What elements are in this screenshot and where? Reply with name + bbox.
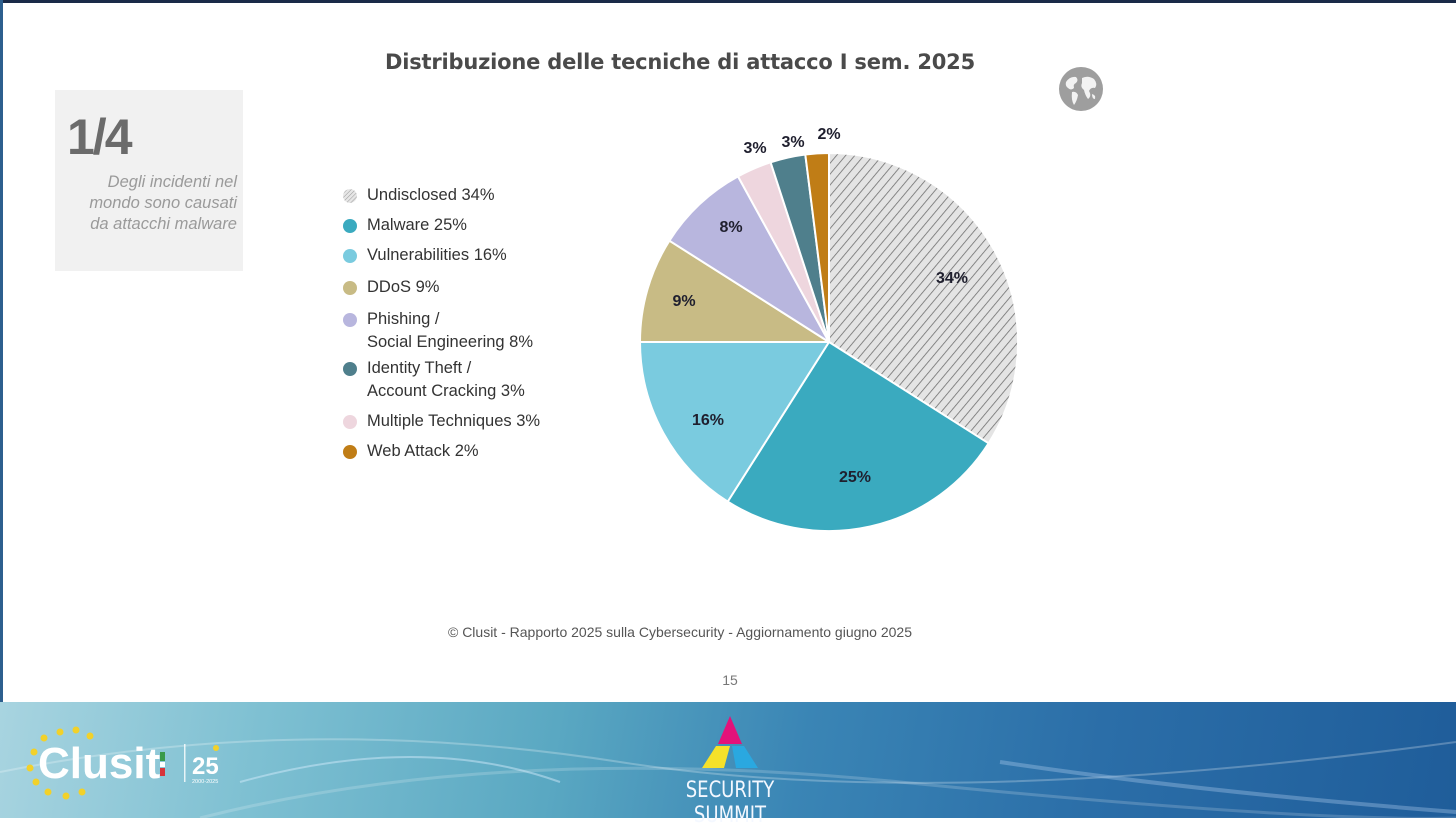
slice-label-web-attack: 2% [817,126,840,143]
legend-swatch-hatched-icon [343,189,357,203]
legend-swatch-icon [343,281,357,295]
legend-label: DDoS 9% [367,278,440,296]
clusit-years: 2000-2025 [192,779,218,785]
legend-swatch-icon [343,362,357,376]
window-left-border [0,0,3,702]
slice-label-vulnerabilities: 16% [692,412,724,429]
legend-swatch-icon [343,445,357,459]
legend-swatch-icon [343,313,357,327]
eu-stars-icon [26,726,94,800]
footer-credit: © Clusit - Rapporto 2025 sulla Cybersecu… [447,624,913,640]
summit-wordmark: SECURITY SUMMIT [685,778,775,828]
legend-item-vulnerabilities: Vulnerabilities 16% [343,244,540,267]
stat-caption: Degli incidenti nel mondo sono causati d… [57,172,237,235]
window-top-border [0,0,1456,3]
stat-caption-line: mondo sono causati [89,194,237,212]
legend-item-identity-theft: Identity Theft / Account Cracking 3% [343,357,540,403]
banner-wave-decoration [0,738,1456,818]
slice-label-undisclosed: 34% [936,270,968,287]
pie-slice-malware [726,341,990,533]
pie-slice-ddos [638,239,830,343]
globe-icon [1059,67,1103,111]
slide-title: Distribuzione delle tecniche di attacco … [385,50,975,74]
pie-slice-undisclosed [828,152,1019,445]
legend-swatch-icon [343,415,357,429]
legend-label: Social Engineering 8% [367,333,534,351]
slice-label-multiple-techniques: 3% [743,140,766,157]
legend-item-malware: Malware 25% [343,214,540,237]
pie-slice-web-attack [804,152,830,343]
legend-item-multiple-techniques: Multiple Techniques 3% [343,410,540,433]
pie-slice-vulnerabilities [639,341,830,503]
legend-label: Account Cracking 3% [367,382,525,400]
page-number: 15 [722,672,738,688]
clusit-wordmark: Clusit [38,739,161,788]
stat-caption-line: da attacchi malware [90,215,237,233]
legend-label: Web Attack 2% [367,442,479,460]
legend-item-phishing: Phishing / Social Engineering 8% [343,308,540,354]
stat-caption-line: Degli incidenti nel [107,173,237,191]
slice-label-phishing: 8% [719,219,742,236]
legend-label: Multiple Techniques 3% [367,412,541,430]
clusit-logo: Clusit 25 2000-2025 [26,726,219,800]
legend-item-undisclosed: Undisclosed 34% [343,184,540,207]
legend-label: Malware 25% [367,216,467,234]
stat-callout-box: 1/4 Degli incidenti nel mondo sono causa… [55,90,243,271]
legend-item-ddos: DDoS 9% [343,276,540,299]
chart-legend: Undisclosed 34% Malware 25% Vulnerabilit… [343,184,540,463]
clusit-anniversary: 25 [192,753,219,780]
legend-swatch-icon [343,219,357,233]
stat-number: 1/4 [67,109,133,165]
legend-item-web-attack: Web Attack 2% [343,440,540,463]
slice-label-identity-theft: 3% [781,134,804,151]
legend-label: Identity Theft / [367,359,472,377]
summit-triangle-icon [702,716,758,768]
pie-chart: 34% 25% 16% 9% 8% 3% 3% 2% [638,126,1019,533]
legend-label: Undisclosed 34% [367,186,495,204]
pie-slice-phishing [668,175,830,343]
slice-label-ddos: 9% [672,293,695,310]
legend-swatch-icon [343,249,357,263]
slice-label-malware: 25% [839,469,871,486]
security-summit-logo: SECURITY SUMMIT [650,712,810,828]
legend-label: Vulnerabilities 16% [367,246,507,264]
legend-label: Phishing / [367,310,440,328]
